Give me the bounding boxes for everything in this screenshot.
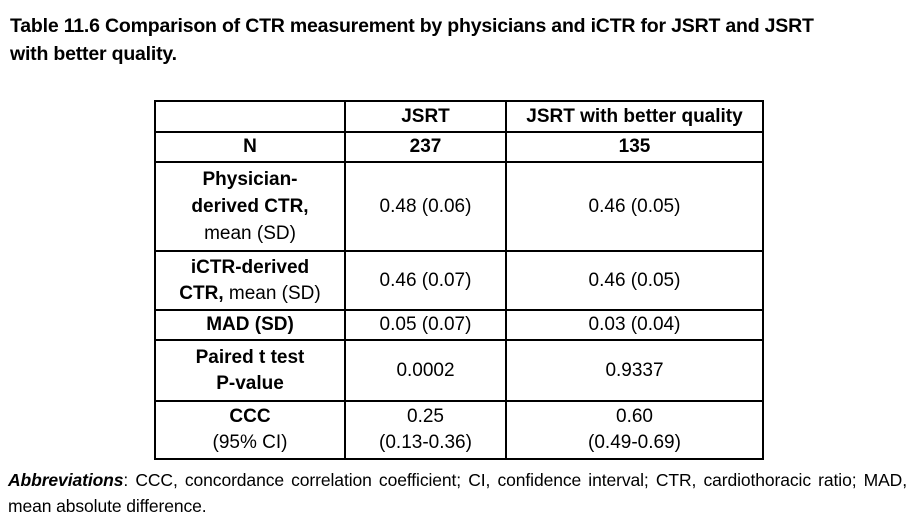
table-row-header: JSRT JSRT with better quality (154, 100, 764, 133)
header-empty-cell (154, 100, 346, 133)
row-ccc-label-line2: (95% CI) (212, 432, 288, 453)
row-ccc-jsrt-value-line1: 0.25 (407, 406, 444, 427)
row-ccc-jsrt-value: 0.25 (0.13-0.36) (344, 400, 507, 460)
table-row-mad: MAD (SD) 0.05 (0.07) 0.03 (0.04) (154, 309, 764, 341)
row-mad-label: MAD (SD) (154, 309, 346, 341)
row-physician-label-line3: mean (SD) (204, 223, 296, 244)
row-ccc-jsrt-better-value: 0.60 (0.49-0.69) (505, 400, 764, 460)
row-physician-jsrt-value: 0.48 (0.06) (344, 161, 507, 252)
row-physician-jsrt-better-value: 0.46 (0.05) (505, 161, 764, 252)
row-mad-jsrt-value: 0.05 (0.07) (344, 309, 507, 341)
row-ccc-jsrt-value-line2: (0.13-0.36) (379, 432, 472, 453)
row-ictr-label-line2-regular: mean (SD) (228, 282, 321, 304)
row-n-jsrt-value: 237 (344, 131, 507, 163)
row-ccc-label: CCC (95% CI) (154, 400, 346, 460)
table-row-physician-ctr: Physician- derived CTR, mean (SD) 0.48 (… (154, 161, 764, 252)
row-ttest-label-line2: P-value (216, 372, 284, 394)
row-ttest-jsrt-better-value: 0.9337 (505, 339, 764, 402)
row-ccc-jsrt-better-value-line2: (0.49-0.69) (588, 432, 681, 453)
row-ictr-jsrt-better-value: 0.46 (0.05) (505, 250, 764, 311)
row-physician-label: Physician- derived CTR, mean (SD) (154, 161, 346, 252)
row-ictr-label: iCTR-derived CTR, mean (SD) (154, 250, 346, 311)
table-row-n: N 237 135 (154, 131, 764, 163)
row-n-jsrt-better-value: 135 (505, 131, 764, 163)
table-caption-line2: with better quality. (10, 43, 177, 65)
header-jsrt: JSRT (344, 100, 507, 133)
table-caption-line1: Table 11.6 Comparison of CTR measurement… (10, 15, 814, 37)
table-row-ictr: iCTR-derived CTR, mean (SD) 0.46 (0.07) … (154, 250, 764, 311)
row-mad-jsrt-better-value: 0.03 (0.04) (505, 309, 764, 341)
header-jsrt-better: JSRT with better quality (505, 100, 764, 133)
abbreviations-footnote: Abbreviations: CCC, concordance correlat… (8, 467, 907, 519)
row-physician-label-line2: derived CTR, (191, 196, 309, 217)
comparison-table: JSRT JSRT with better quality N 237 135 … (154, 100, 764, 460)
row-ictr-label-line2: CTR, mean (SD) (160, 281, 340, 307)
table-row-ccc: CCC (95% CI) 0.25 (0.13-0.36) 0.60 (0.49… (154, 400, 764, 460)
row-ictr-jsrt-value: 0.46 (0.07) (344, 250, 507, 311)
table-caption: Table 11.6 Comparison of CTR measurement… (10, 12, 905, 68)
row-n-label: N (154, 131, 346, 163)
abbreviations-label: Abbreviations (8, 470, 124, 490)
abbreviations-text: : CCC, concordance correlation coefficie… (8, 470, 907, 516)
row-ttest-jsrt-value: 0.0002 (344, 339, 507, 402)
row-ccc-label-line1: CCC (229, 406, 271, 427)
row-ttest-label-line1: Paired t test (195, 346, 305, 368)
row-ccc-jsrt-better-value-line1: 0.60 (616, 406, 653, 427)
row-ictr-label-line2-bold: CTR, (179, 282, 224, 304)
row-ictr-label-line1: iCTR-derived (190, 256, 310, 278)
table-row-ttest: Paired t test P-value 0.0002 0.9337 (154, 339, 764, 402)
row-ttest-label: Paired t test P-value (154, 339, 346, 402)
row-physician-label-line1: Physician- (202, 169, 298, 190)
